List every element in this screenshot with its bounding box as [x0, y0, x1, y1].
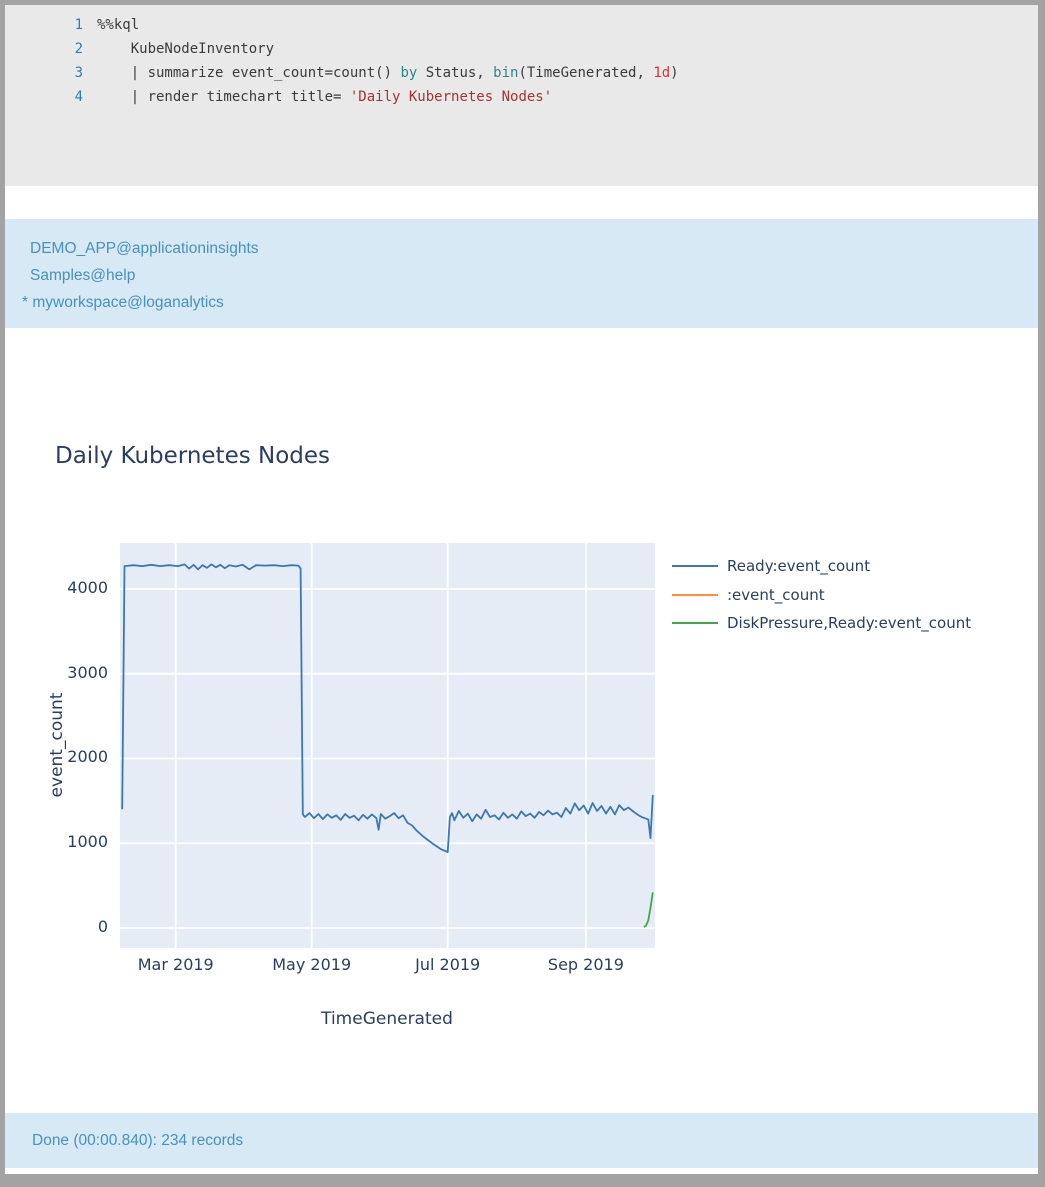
legend-label: DiskPressure,Ready:event_count — [727, 614, 972, 633]
status-bar: Done (00:00.840): 234 records — [5, 1113, 1038, 1168]
code-text: %%kql — [97, 13, 139, 37]
connection-item: Samples@help — [30, 267, 136, 284]
code-token: Status, — [417, 65, 494, 81]
code-lines: 1 %%kql 2 KubeNodeInventory 3 | summarize e… — [5, 13, 1038, 109]
connection-lines: DEMO_APP@applicationinsights Samples@help… — [5, 235, 1038, 316]
legend-label: Ready:event_count — [727, 557, 871, 576]
code-token: | summarize event_count=count() — [97, 65, 401, 81]
series-line — [643, 892, 654, 928]
line-number: 3 — [74, 65, 83, 81]
plot-area[interactable] — [120, 543, 655, 948]
line-number: 1 — [74, 17, 83, 33]
code-token: %%kql — [97, 17, 140, 33]
y-tick-label: 2000 — [67, 747, 108, 767]
legend-label: :event_count — [727, 585, 825, 604]
y-tick-label: 1000 — [67, 832, 108, 852]
x-tick-label: Mar 2019 — [137, 955, 214, 974]
code-line: 1 %%kql — [5, 13, 1038, 37]
code-token: KubeNodeInventory — [97, 41, 275, 57]
y-axis-title: event_count — [47, 692, 67, 798]
x-axis-title: TimeGenerated — [321, 1009, 453, 1029]
legend-line-swatch — [672, 593, 718, 596]
code-token: by — [400, 65, 418, 81]
y-tick-label: 0 — [97, 916, 108, 936]
legend-item[interactable]: Ready:event_count — [672, 552, 971, 581]
code-token: ) — [670, 65, 679, 81]
code-token: 'Daily Kubernetes Nodes' — [349, 89, 553, 105]
code-token: 1d — [653, 65, 671, 81]
line-number: 2 — [74, 41, 83, 57]
x-tick-label: Jul 2019 — [415, 955, 481, 974]
series-line — [121, 563, 654, 854]
code-token: bin — [493, 65, 519, 81]
chart-legend: Ready:event_count :event_count DiskPressur… — [672, 552, 971, 638]
timechart: 0 1000 2000 3000 4000 Mar 2019 May 2019 Jul 20… — [47, 543, 655, 1029]
legend-line-swatch — [672, 565, 718, 568]
y-tick-label: 3000 — [67, 662, 108, 682]
code-cell[interactable]: 1 %%kql 2 KubeNodeInventory 3 | summarize e… — [5, 5, 1038, 186]
x-tick-label: May 2019 — [272, 955, 352, 974]
code-line: 3 | summarize event_count=count() by Sta… — [5, 61, 1038, 85]
legend-line-swatch — [672, 622, 718, 625]
legend-item[interactable]: :event_count — [672, 581, 971, 610]
code-text: KubeNodeInventory — [97, 37, 274, 61]
code-text: | summarize event_count=count() by Statu… — [97, 61, 679, 85]
code-line: 2 KubeNodeInventory — [5, 37, 1038, 61]
y-tick-label: 4000 — [67, 577, 108, 597]
connections-panel: DEMO_APP@applicationinsights Samples@help… — [5, 219, 1038, 328]
notebook-output-region: 1 %%kql 2 KubeNodeInventory 3 | summarize e… — [5, 5, 1038, 1174]
line-number: 4 — [74, 89, 83, 105]
code-line: 4 | render timechart title= 'Daily Kuber… — [5, 85, 1038, 109]
code-text: | render timechart title= 'Daily Kuberne… — [97, 85, 552, 109]
connection-item: * myworkspace@loganalytics — [22, 294, 224, 311]
legend-item[interactable]: DiskPressure,Ready:event_count — [672, 609, 971, 638]
connection-item: DEMO_APP@applicationinsights — [30, 240, 259, 257]
chart-title: Daily Kubernetes Nodes — [55, 443, 331, 469]
code-token: | render timechart title= — [97, 89, 350, 105]
code-token: (TimeGenerated, — [518, 65, 654, 81]
x-tick-label: Sep 2019 — [547, 955, 624, 974]
status-text: Done (00:00.840): 234 records — [32, 1131, 244, 1149]
